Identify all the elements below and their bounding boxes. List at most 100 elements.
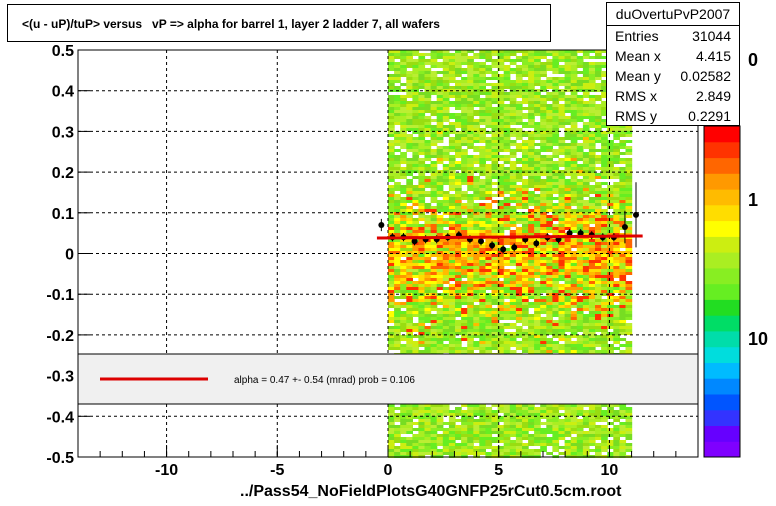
heatmap-cell (576, 101, 584, 104)
heatmap-cell (473, 428, 480, 431)
heatmap-cell (448, 155, 456, 158)
heatmap-cell (558, 158, 566, 161)
heatmap-cell (442, 320, 450, 323)
heatmap-cell (601, 314, 608, 317)
heatmap-cell (473, 434, 480, 437)
heatmap-cell (436, 281, 444, 284)
heatmap-cell (473, 242, 480, 245)
heatmap-cell (479, 302, 486, 305)
heatmap-cell (509, 350, 517, 353)
heatmap-cell (607, 185, 614, 188)
heatmap-cell (503, 239, 511, 242)
heatmap-cell (461, 212, 468, 215)
heatmap-cell (625, 245, 633, 248)
heatmap-cell (509, 419, 517, 422)
heatmap-cell (552, 293, 560, 296)
heatmap-cell (442, 443, 450, 446)
heatmap-cell (473, 260, 480, 263)
heatmap-cell (412, 119, 420, 122)
heatmap-cell (588, 257, 596, 260)
heatmap-cell (540, 89, 547, 92)
heatmap-cell (412, 440, 420, 443)
heatmap-cell (455, 332, 462, 335)
heatmap-cell (515, 299, 523, 302)
heatmap-cell (418, 182, 426, 185)
heatmap-cell (503, 335, 511, 338)
heatmap-cell (467, 263, 474, 266)
heatmap-cell (412, 314, 420, 317)
heatmap-cell (424, 116, 432, 119)
heatmap-cell (424, 152, 432, 155)
heatmap-cell (400, 200, 407, 203)
heatmap-cell (564, 335, 572, 338)
heatmap-cell (479, 206, 486, 209)
heatmap-cell (607, 167, 614, 170)
heatmap-cell (388, 155, 395, 158)
heatmap-cell (582, 437, 590, 440)
heatmap-cell (455, 242, 462, 245)
heatmap-cell (619, 326, 627, 329)
heatmap-cell (455, 347, 462, 350)
heatmap-cell (491, 194, 499, 197)
heatmap-cell (576, 200, 584, 203)
heatmap-cell (522, 305, 529, 308)
heatmap-cell (473, 128, 480, 131)
heatmap-cell (509, 101, 517, 104)
y-tick-label: -0.1 (46, 287, 74, 304)
heatmap-cell (595, 287, 602, 290)
heatmap-cell (588, 221, 596, 224)
heatmap-cell (595, 197, 602, 200)
heatmap-cell (522, 224, 529, 227)
heatmap-cell (601, 263, 608, 266)
heatmap-cell (424, 128, 432, 131)
heatmap-cell (436, 173, 444, 176)
heatmap-cell (619, 209, 627, 212)
heatmap-cell (558, 197, 566, 200)
heatmap-cell (576, 182, 584, 185)
heatmap-cell (540, 404, 547, 407)
heatmap-cell (497, 110, 505, 113)
heatmap-cell (509, 50, 517, 53)
heatmap-cell (515, 290, 523, 293)
heatmap-cell (534, 224, 541, 227)
heatmap-cell (564, 320, 572, 323)
heatmap-cell (619, 299, 627, 302)
heatmap-cell (613, 431, 620, 434)
heatmap-cell (394, 206, 401, 209)
heatmap-cell (613, 206, 620, 209)
heatmap-cell (479, 413, 486, 416)
heatmap-cell (601, 404, 608, 407)
heatmap-cell (570, 71, 578, 74)
heatmap-cell (388, 257, 395, 260)
heatmap-cell (607, 302, 614, 305)
heatmap-cell (430, 128, 438, 131)
heatmap-cell (455, 224, 462, 227)
heatmap-cell (461, 296, 468, 299)
heatmap-cell (601, 56, 608, 59)
heatmap-cell (424, 53, 432, 56)
heatmap-cell (442, 56, 450, 59)
heatmap-cell (430, 275, 438, 278)
heatmap-cell (613, 194, 620, 197)
heatmap-cell (467, 281, 474, 284)
heatmap-cell (601, 257, 608, 260)
heatmap-cell (406, 350, 413, 353)
heatmap-cell (607, 344, 614, 347)
heatmap-cell (558, 260, 566, 263)
heatmap-cell (588, 269, 596, 272)
heatmap-cell (540, 128, 547, 131)
heatmap-cell (418, 266, 426, 269)
heatmap-cell (455, 290, 462, 293)
heatmap-cell (424, 266, 432, 269)
heatmap-cell (607, 290, 614, 293)
heatmap-cell (461, 350, 468, 353)
heatmap-cell (552, 116, 560, 119)
heatmap-cell (406, 80, 413, 83)
heatmap-cell (394, 314, 401, 317)
heatmap-cell (558, 137, 566, 140)
heatmap-cell (503, 263, 511, 266)
heatmap-cell (497, 113, 505, 116)
heatmap-cell (485, 413, 493, 416)
heatmap-cell (570, 89, 578, 92)
heatmap-cell (570, 128, 578, 131)
